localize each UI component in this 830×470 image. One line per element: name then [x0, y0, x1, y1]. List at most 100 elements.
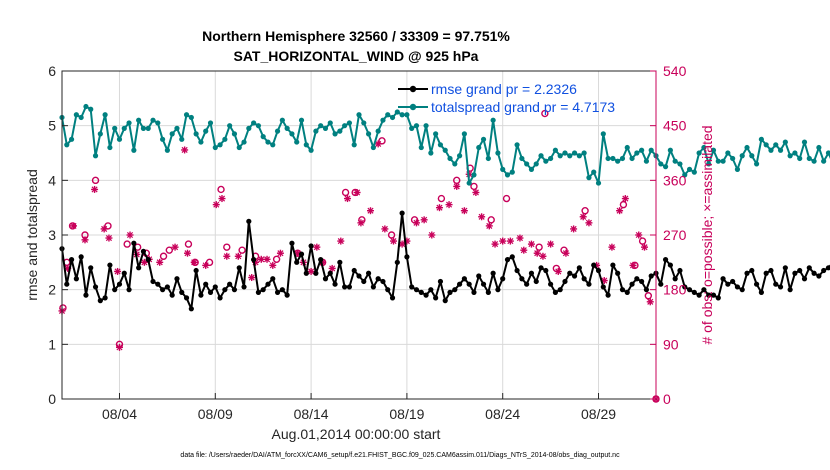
- obs-possible-marker: [437, 194, 446, 203]
- obs-possible-marker: [619, 200, 628, 209]
- rmse-point: [519, 276, 525, 282]
- totalspread-point: [715, 158, 721, 164]
- rmse-point: [725, 281, 731, 287]
- totalspread-point: [557, 153, 563, 159]
- rmse-point: [471, 289, 477, 295]
- totalspread-point: [485, 155, 491, 162]
- totalspread-point: [217, 142, 223, 148]
- obs-possible-marker: [159, 252, 168, 260]
- totalspread-point: [222, 136, 228, 142]
- obs-assimilated-marker: [472, 188, 480, 196]
- rmse-point: [816, 273, 822, 279]
- rmse-point: [298, 251, 305, 257]
- obs-possible-marker: [205, 258, 214, 267]
- rmse-point: [514, 267, 520, 274]
- obs-possible-marker: [378, 137, 386, 145]
- obs-assimilated-marker: [100, 225, 108, 233]
- totalspread-point: [433, 131, 439, 137]
- totalspread-point: [456, 153, 463, 159]
- totalspread-point: [375, 128, 381, 134]
- obs-assimilated-marker: [547, 240, 555, 248]
- obs-possible-marker: [638, 237, 647, 245]
- totalspread-point: [696, 150, 702, 156]
- obs-assimilated-marker: [181, 146, 189, 154]
- obs-possible-marker: [502, 194, 511, 203]
- totalspread-point: [155, 120, 161, 126]
- rmse-point: [811, 270, 817, 276]
- totalspread-point: [615, 158, 621, 164]
- rmse-point: [758, 289, 764, 295]
- y-tick-label: 1: [48, 336, 56, 352]
- rmse-point: [662, 257, 669, 263]
- rmse-point: [615, 270, 621, 276]
- y-tick-label: 2: [48, 282, 56, 298]
- rmse-point: [370, 284, 376, 290]
- rmse-point: [466, 281, 472, 287]
- totalspread-point: [174, 125, 180, 131]
- totalspread-point: [591, 169, 597, 175]
- x-axis-ticks: 08/04 08/09 08/14 08/19 08/24 08/29: [102, 393, 616, 422]
- totalspread-point: [107, 144, 113, 151]
- rmse-point: [183, 295, 190, 301]
- totalspread-point: [667, 147, 673, 153]
- y2-tick-label: 270: [663, 227, 687, 243]
- totalspread-point: [801, 139, 808, 145]
- obs-assimilated-marker: [307, 267, 315, 275]
- rmse-point: [159, 287, 166, 293]
- totalspread-point: [399, 112, 405, 118]
- x-tick-label: 08/19: [389, 406, 424, 422]
- rmse-point: [643, 287, 650, 293]
- totalspread-point: [797, 155, 803, 162]
- totalspread-point: [600, 131, 606, 137]
- totalspread-point: [303, 142, 309, 148]
- totalspread-point: [121, 125, 127, 131]
- totalspread-point: [116, 136, 123, 142]
- rmse-point: [773, 281, 779, 287]
- obs-possible-marker: [165, 246, 174, 254]
- rmse-point: [251, 257, 257, 263]
- totalspread-point: [169, 131, 175, 137]
- rmse-point: [715, 295, 721, 301]
- obs-assimilated-marker: [453, 182, 461, 190]
- rmse-point: [217, 295, 223, 301]
- rmse-point: [605, 292, 611, 298]
- totalspread-point: [136, 117, 142, 123]
- legend-rmse-label: rmse grand pr = 2.2326: [431, 81, 577, 97]
- x-tick-label: 08/04: [102, 406, 137, 422]
- rmse-point: [696, 292, 702, 298]
- rmse-point: [418, 289, 424, 295]
- totalspread-point: [361, 120, 367, 126]
- x-axis-label: Aug.01,2014 00:00:00 start: [272, 426, 441, 442]
- rmse-point: [571, 273, 578, 279]
- obs-assimilated-marker: [420, 216, 428, 224]
- rmse-point: [241, 284, 247, 290]
- totalspread-point: [758, 136, 764, 142]
- rmse-point: [447, 289, 453, 295]
- obs-assimilated-marker: [428, 231, 436, 239]
- rmse-point: [797, 267, 803, 274]
- rmse-point: [361, 278, 367, 285]
- obs-possible-marker: [184, 240, 193, 248]
- obs-assimilated-marker: [491, 240, 499, 248]
- obs-assimilated-marker: [248, 274, 256, 282]
- rmse-point: [289, 240, 295, 246]
- rmse-point: [428, 287, 434, 293]
- totalspread-point: [619, 155, 626, 162]
- footer-data-file: data file: /Users/raeder/DAI/ATM_forcXX/…: [180, 452, 620, 459]
- x-tick-label: 08/29: [581, 406, 616, 422]
- totalspread-point: [787, 153, 793, 159]
- rmse-point: [806, 265, 812, 271]
- totalspread-point: [763, 142, 769, 148]
- totalspread-point: [274, 128, 281, 134]
- obs-assimilated-marker: [276, 249, 284, 257]
- rmse-point: [586, 281, 592, 287]
- rmse-point: [543, 267, 549, 274]
- totalspread-point: [279, 117, 285, 123]
- rmse-point: [600, 284, 606, 290]
- rmse-point: [260, 287, 266, 293]
- rmse-point: [610, 262, 616, 268]
- rmse-point: [782, 265, 788, 271]
- totalspread-point: [380, 117, 386, 123]
- totalspread-point: [246, 125, 252, 131]
- rmse-point: [318, 257, 324, 263]
